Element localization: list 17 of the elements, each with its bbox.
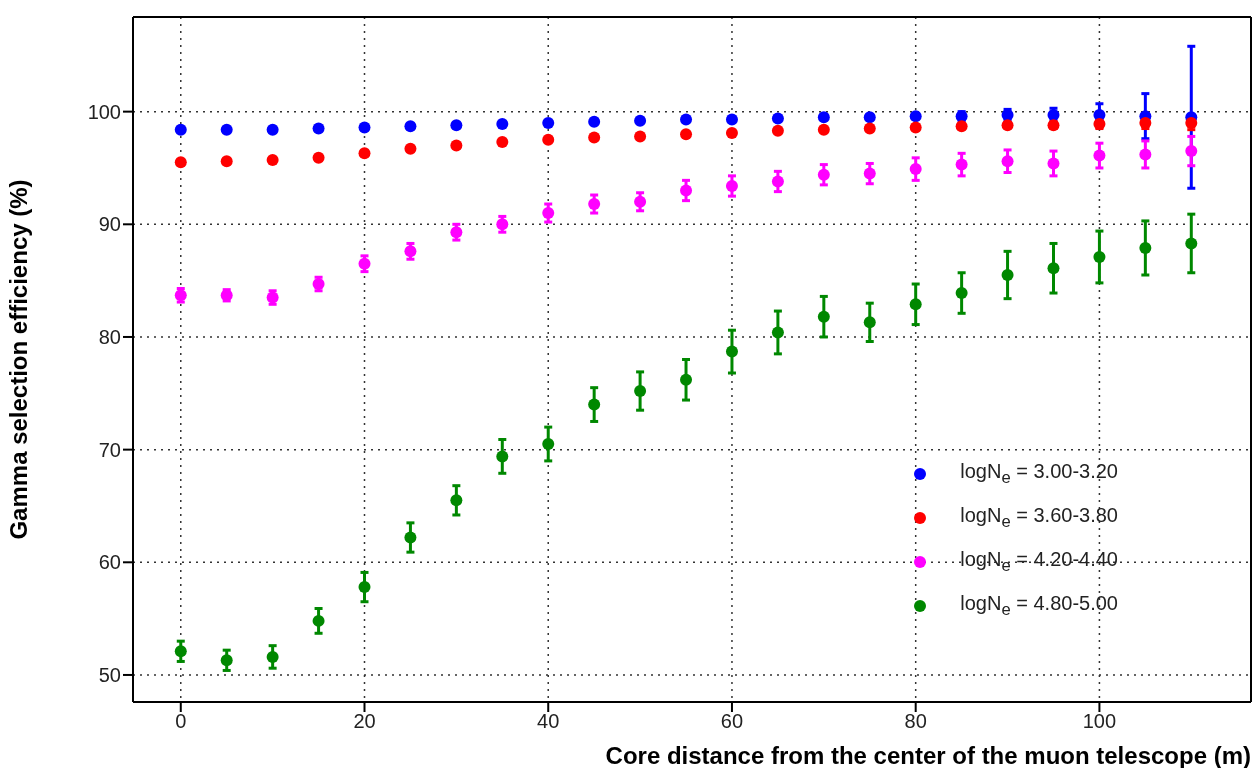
x-tick-label: 60 [720,710,744,733]
legend-label: logN$_{e}$ = 3.60-3.80 [960,504,1118,532]
x-tick-label: 20 [353,710,376,733]
x-tick-label: 0 [175,710,187,733]
y-tick-label: 80 [98,326,121,349]
y-tick-label: 100 [87,100,121,123]
legend-label: logN$_{e}$ = 4.20-4.40 [960,548,1118,576]
legend-label: logN$_{e}$ = 3.00-3.20 [960,460,1118,488]
x-tick-label: 40 [537,710,560,733]
y-tick-label: 60 [98,551,121,574]
x-tick-label: 80 [904,710,927,733]
y-tick-label: 50 [98,664,121,687]
y-tick-label: 70 [98,438,121,461]
x-tick-label: 100 [1082,710,1117,733]
y-tick-label: 90 [98,213,121,236]
y-axis-title: Gamma selection efficiency (%) [4,179,32,540]
legend-label: logN$_{e}$ = 4.80-5.00 [960,592,1118,620]
